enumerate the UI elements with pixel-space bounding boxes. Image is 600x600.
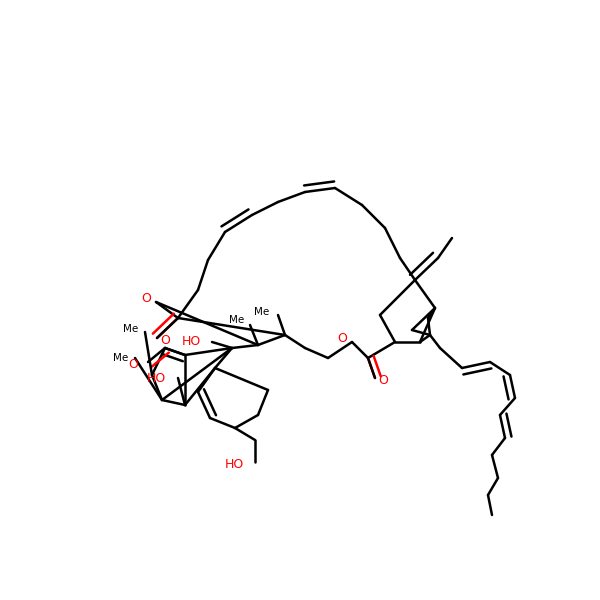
Text: Me: Me <box>254 307 269 317</box>
Text: Me: Me <box>113 353 128 363</box>
Text: HO: HO <box>182 335 201 349</box>
Text: O: O <box>378 374 388 388</box>
Text: O: O <box>128 359 138 371</box>
Text: O: O <box>337 332 347 346</box>
Text: O: O <box>142 292 151 305</box>
Text: HO: HO <box>147 371 166 385</box>
Text: Me: Me <box>229 315 244 325</box>
Text: HO: HO <box>225 458 244 472</box>
Text: Me: Me <box>122 324 138 334</box>
Text: O: O <box>160 335 170 347</box>
